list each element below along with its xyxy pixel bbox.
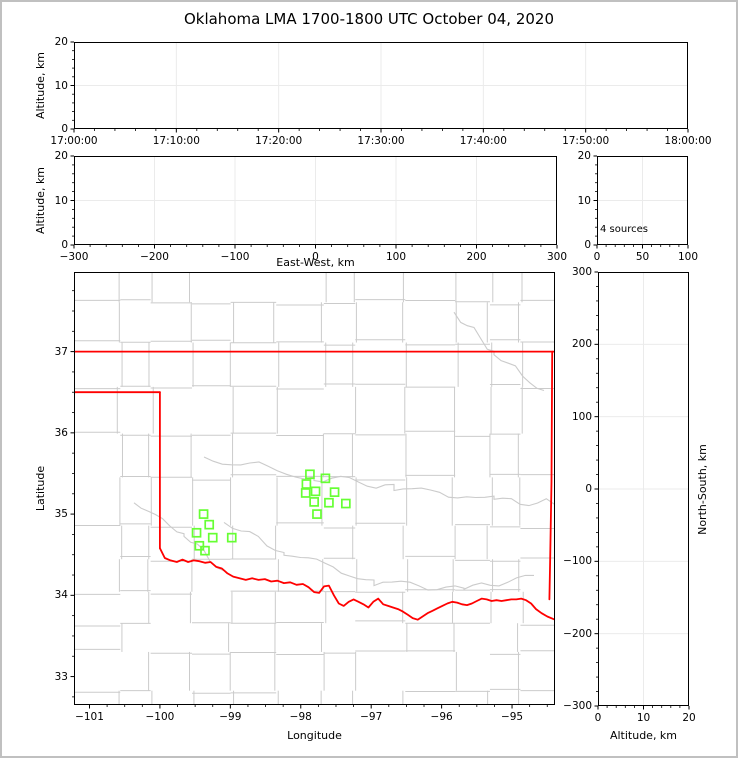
station-markers <box>191 469 351 556</box>
station-marker <box>300 488 311 498</box>
river-line <box>223 521 534 591</box>
station-marker <box>340 498 351 509</box>
river-line <box>203 456 555 507</box>
station-marker <box>329 487 340 498</box>
station-marker <box>204 519 215 530</box>
panel-alt_histogram-frame <box>597 156 688 245</box>
panel-ns_height-ticks <box>594 271 690 710</box>
river-line <box>453 311 545 392</box>
panel-plan_map-frame <box>74 272 555 705</box>
map-layer <box>74 272 555 705</box>
station-marker <box>198 509 209 519</box>
panel-ns_height-grid <box>598 272 689 706</box>
station-marker <box>207 532 218 543</box>
river-line <box>133 502 225 572</box>
panel-ew_height-grid <box>74 156 557 245</box>
station-marker <box>226 532 237 543</box>
station-marker <box>324 497 334 508</box>
panel-time_height-ticks <box>70 41 689 133</box>
county-lines <box>74 272 555 705</box>
panel-alt_histogram-grid <box>597 156 688 245</box>
station-marker <box>310 486 321 497</box>
station-marker <box>320 473 331 484</box>
panel-ns_height-frame <box>598 272 689 706</box>
oklahoma-border <box>74 350 555 621</box>
station-marker <box>309 497 319 507</box>
station-marker <box>305 469 315 480</box>
panel-time_height-grid <box>74 42 688 129</box>
station-marker <box>191 527 202 538</box>
station-marker <box>312 509 322 519</box>
station-marker <box>200 545 210 556</box>
panel-ew_height-ticks <box>70 155 558 249</box>
panel-time_height-frame <box>74 42 688 129</box>
panel-plan_map-ticks <box>70 290 548 709</box>
station-marker <box>194 540 205 551</box>
station-marker <box>301 479 312 489</box>
figure-title: Oklahoma LMA 1700-1800 UTC October 04, 2… <box>183 10 555 28</box>
panel-ew_height-frame <box>74 156 557 245</box>
panel-alt_histogram-ticks <box>593 155 689 249</box>
